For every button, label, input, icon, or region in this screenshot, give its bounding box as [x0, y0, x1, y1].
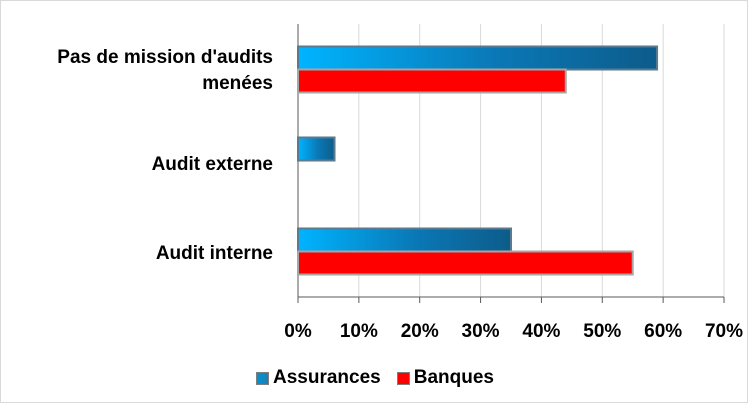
legend-swatch-banques [396, 371, 410, 385]
legend-label-banques: Banques [413, 367, 494, 388]
x-tick-label: 10% [339, 321, 378, 342]
bar-banques-2 [297, 250, 634, 276]
x-tick-label: 30% [461, 321, 500, 342]
x-tick-label: 0% [284, 321, 312, 342]
legend-label-assurances: Assurances [273, 367, 381, 388]
category-label-no-audit: Pas de mission d'audits menées [57, 47, 273, 94]
category-label-external-audit: Audit externe [151, 154, 273, 175]
x-tick-label: 20% [400, 321, 439, 342]
bar-assurances-2 [297, 227, 512, 253]
category-label-internal-audit: Audit interne [155, 243, 273, 264]
legend: Assurances Banques [1, 367, 748, 389]
x-tick-label: 60% [644, 321, 683, 342]
x-tick-label: 40% [522, 321, 561, 342]
legend-item-assurances: Assurances [256, 367, 381, 389]
bar-assurances-1 [297, 136, 336, 162]
legend-item-banques: Banques [396, 367, 494, 389]
bar-assurances-0 [297, 45, 659, 71]
x-tick-label: 50% [583, 321, 622, 342]
bar-banques-0 [297, 68, 567, 94]
x-tick-label: 70% [704, 321, 744, 342]
legend-swatch-assurances [256, 371, 269, 385]
